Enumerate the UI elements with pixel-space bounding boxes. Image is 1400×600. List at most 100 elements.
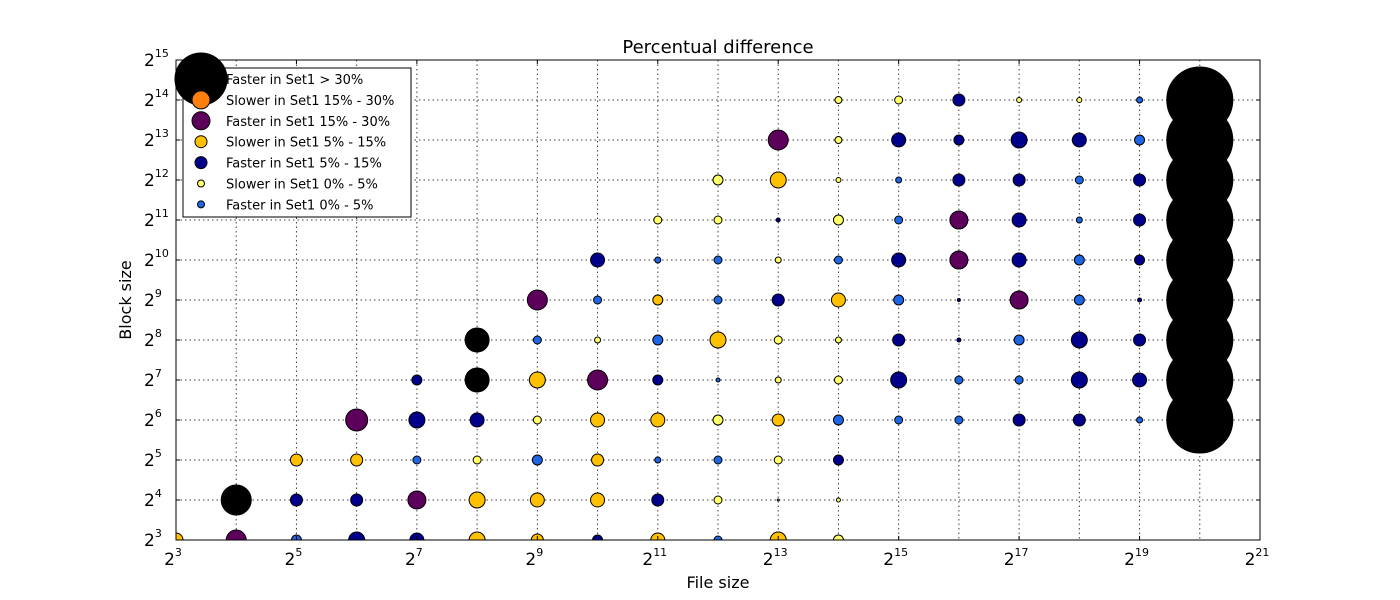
data-point: [1134, 134, 1146, 146]
data-point: [833, 255, 843, 265]
data-point: [894, 215, 904, 225]
data-point: [1134, 254, 1146, 266]
legend-marker: [197, 200, 205, 209]
data-point: [412, 455, 422, 465]
legend-marker: [191, 111, 211, 131]
data-point: [593, 295, 603, 305]
y-tick-label: 28: [144, 327, 162, 351]
data-point: [654, 256, 662, 264]
data-point: [1133, 213, 1147, 227]
data-point: [1011, 252, 1027, 268]
data-point: [411, 374, 423, 386]
data-point: [1012, 413, 1026, 427]
data-point: [408, 411, 426, 429]
y-tick-label: 211: [144, 207, 169, 231]
data-point: [709, 331, 727, 349]
legend: Faster in Set1 > 30% Slower in Set1 15% -…: [174, 52, 412, 218]
data-point: [469, 412, 485, 428]
chart-title: Percentual difference: [622, 37, 813, 58]
data-point: [350, 493, 364, 507]
data-point: [1166, 386, 1234, 454]
data-point: [1136, 416, 1144, 424]
data-point: [652, 334, 664, 346]
legend-marker: [194, 135, 208, 149]
data-point: [832, 414, 844, 426]
legend-label: Slower in Set1 5% - 15%: [226, 136, 386, 151]
y-tick-label: 213: [144, 127, 169, 151]
data-point: [529, 492, 545, 508]
data-point: [1011, 212, 1027, 228]
data-point: [834, 136, 843, 144]
data-point: [590, 412, 606, 428]
data-point: [1010, 131, 1028, 149]
data-point: [1016, 97, 1023, 103]
data-point: [348, 531, 366, 540]
data-point: [835, 497, 841, 503]
data-point: [952, 93, 966, 107]
data-point: [834, 336, 842, 344]
data-point: [712, 414, 724, 426]
data-point: [651, 493, 665, 507]
data-point: [464, 327, 490, 353]
x-tick-label: 217: [1004, 546, 1029, 570]
data-point: [464, 367, 490, 393]
data-point: [1076, 97, 1083, 103]
y-tick-label: 24: [144, 487, 162, 511]
y-tick-label: 210: [144, 247, 169, 271]
data-point: [956, 298, 961, 302]
data-point: [894, 95, 904, 105]
data-point: [954, 415, 964, 425]
x-tick-label: 29: [525, 546, 543, 570]
x-tick-label: 221: [1245, 546, 1270, 570]
data-point: [468, 531, 486, 540]
x-tick-label: 213: [763, 546, 788, 570]
data-point: [1132, 372, 1148, 388]
legend-label: Faster in Set1 > 30%: [226, 73, 363, 88]
data-point: [895, 176, 903, 184]
data-point: [771, 413, 785, 427]
legend-label: Faster in Set1 15% - 30%: [226, 115, 390, 130]
data-point: [587, 369, 609, 391]
data-point: [774, 376, 782, 384]
data-point: [345, 408, 369, 432]
data-point: [954, 375, 964, 385]
data-point: [652, 294, 664, 306]
data-point: [776, 498, 780, 502]
data-point: [652, 374, 664, 386]
legend-marker: [194, 156, 208, 170]
legend-marker: [197, 179, 205, 188]
data-point: [1073, 294, 1085, 306]
y-tick-label: 23: [144, 527, 162, 551]
data-point: [654, 456, 662, 464]
legend-label: Faster in Set1 5% - 15%: [226, 157, 382, 172]
data-point: [590, 492, 606, 508]
data-point: [1014, 375, 1024, 385]
y-tick-label: 212: [144, 167, 169, 191]
data-points: [176, 66, 1234, 540]
data-point: [1072, 413, 1086, 427]
data-point: [590, 252, 606, 268]
data-point: [892, 333, 906, 347]
data-point: [1071, 132, 1087, 148]
data-point: [713, 295, 723, 305]
data-point: [832, 534, 844, 540]
data-point: [713, 255, 723, 265]
data-point: [713, 495, 723, 505]
data-point: [774, 256, 782, 264]
data-point: [407, 490, 427, 510]
data-point: [531, 454, 543, 466]
x-tick-label: 219: [1124, 546, 1149, 570]
legend-label: Slower in Set1 0% - 5%: [226, 178, 378, 193]
data-point: [949, 250, 969, 270]
x-tick-label: 215: [883, 546, 908, 570]
data-point: [650, 412, 666, 428]
data-point: [956, 337, 962, 343]
x-axis-label: File size: [687, 573, 750, 592]
data-point: [1012, 173, 1026, 187]
data-point: [835, 177, 842, 183]
data-point: [532, 415, 542, 425]
data-point: [1074, 175, 1084, 185]
data-point: [289, 493, 303, 507]
data-point: [832, 214, 844, 226]
